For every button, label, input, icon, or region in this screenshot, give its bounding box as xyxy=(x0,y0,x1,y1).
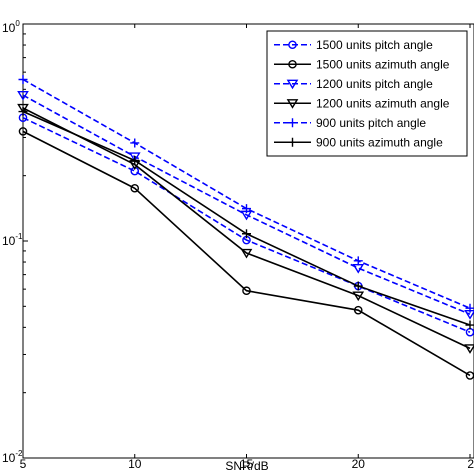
data-point xyxy=(242,286,251,296)
data-point xyxy=(130,155,140,165)
legend-item: 1200 units pitch angle xyxy=(274,77,433,91)
legend-item: 900 units azimuth angle xyxy=(274,135,443,149)
x-tick-label: 10 xyxy=(128,457,142,471)
legend-label: 1200 units azimuth angle xyxy=(316,96,450,110)
data-point xyxy=(242,204,251,214)
legend-label: 900 units azimuth angle xyxy=(316,135,443,149)
data-point xyxy=(352,291,365,302)
x-tick-label: 20 xyxy=(352,457,366,471)
legend: 1500 units pitch angle 1500 units azimuth… xyxy=(266,30,468,157)
y-tick-exponent: -2 xyxy=(15,449,23,458)
legend-swatch-marker xyxy=(286,79,299,90)
legend-label: 900 units pitch angle xyxy=(316,116,426,130)
y-tick-exponent: -1 xyxy=(15,232,23,241)
legend-label: 1500 units pitch angle xyxy=(316,38,433,52)
y-tick-exponent: 0 xyxy=(15,19,20,28)
series-6 xyxy=(18,107,474,330)
data-point xyxy=(464,344,474,354)
data-point xyxy=(242,229,251,239)
data-point xyxy=(18,74,28,84)
data-point xyxy=(353,256,363,266)
legend-item: 900 units pitch angle xyxy=(274,116,426,130)
legend-label: 1200 units pitch angle xyxy=(316,77,433,91)
data-point xyxy=(17,103,29,114)
x-axis-label: SNR/dB xyxy=(225,459,268,473)
series-line xyxy=(22,130,471,377)
y-tick-label: 10-1 xyxy=(2,232,23,248)
legend-box xyxy=(266,30,468,157)
data-point xyxy=(353,305,363,315)
legend-swatch-marker xyxy=(288,59,297,69)
data-point xyxy=(128,152,141,163)
series-2 xyxy=(18,127,474,380)
data-point xyxy=(18,107,28,117)
legend-item: 1200 units azimuth angle xyxy=(274,96,450,110)
legend-swatch-marker xyxy=(286,99,299,109)
series-line xyxy=(22,107,471,350)
series-line xyxy=(22,94,471,315)
legend-item: 1500 units azimuth angle xyxy=(274,57,450,71)
legend-swatch-marker xyxy=(288,118,297,128)
data-point xyxy=(465,320,474,330)
series-line xyxy=(22,116,471,333)
y-tick-base: 10 xyxy=(2,21,16,35)
data-point xyxy=(130,183,140,193)
legend-swatch-marker xyxy=(288,40,297,50)
x-tick-label: 15 xyxy=(240,457,254,471)
data-point xyxy=(353,281,363,291)
data-point xyxy=(130,138,140,148)
data-point xyxy=(240,248,253,259)
y-tick-base: 10 xyxy=(2,234,16,248)
series-layer xyxy=(17,74,474,380)
series-line xyxy=(22,78,471,309)
y-tick-label: 100 xyxy=(2,19,20,35)
data-point xyxy=(17,91,29,101)
y-tick-label: 10-2 xyxy=(2,449,23,465)
legend-item: 1500 units pitch angle xyxy=(274,38,433,52)
legend-swatch-marker xyxy=(288,137,297,147)
legend-label: 1500 units azimuth angle xyxy=(316,57,450,71)
x-tick-label: 2 xyxy=(467,457,474,471)
data-point xyxy=(18,127,28,136)
y-tick-base: 10 xyxy=(2,451,16,465)
x-tick-label: 5 xyxy=(20,457,27,471)
data-point xyxy=(465,303,474,313)
series-5 xyxy=(18,74,474,313)
